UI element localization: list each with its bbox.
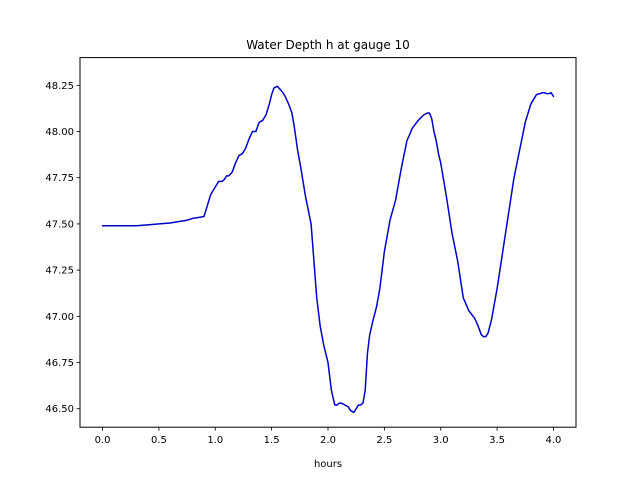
x-tick-label: 2.5 [376,435,392,446]
y-tick-label: 47.50 [45,219,74,230]
x-axis-label: hours [314,459,342,470]
x-tick-label: 0.0 [95,435,111,446]
chart-title: Water Depth h at gauge 10 [246,38,410,52]
x-tick-label: 3.5 [489,435,505,446]
y-tick-label: 47.75 [45,173,74,184]
x-tick-label: 1.0 [207,435,223,446]
plot-area [101,85,555,414]
plot-frame [79,57,577,428]
x-tick-label: 0.5 [151,435,167,446]
x-tick-label: 2.0 [320,435,336,446]
y-tick-label: 47.25 [45,266,74,277]
series-line [101,85,555,414]
y-tick-label: 46.50 [45,404,74,415]
x-tick-label: 3.0 [433,435,449,446]
x-axis: 0.0 0.5 1.0 1.5 2.0 2.5 3.0 3.5 4.0 [95,427,562,446]
y-axis: 46.50 46.75 47.00 47.25 47.50 47.75 48.00 48.25 [45,81,80,415]
x-tick-label: 4.0 [546,435,562,446]
y-tick-label: 48.25 [45,81,74,92]
y-tick-label: 48.00 [45,127,74,138]
y-tick-label: 46.75 [45,358,74,369]
x-tick-label: 1.5 [264,435,280,446]
y-tick-label: 47.00 [45,312,74,323]
